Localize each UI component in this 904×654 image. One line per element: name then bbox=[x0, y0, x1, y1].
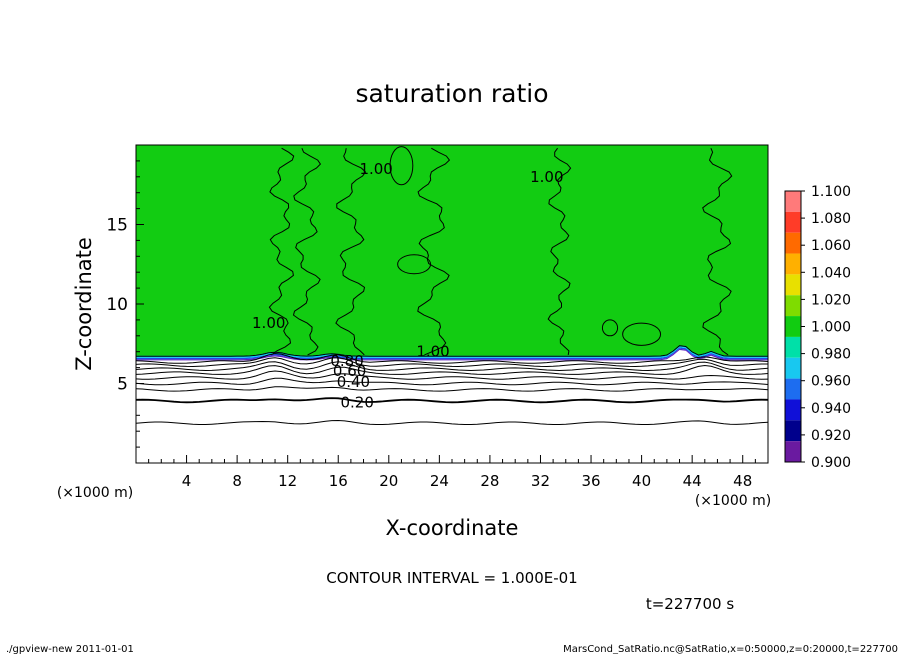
x-tick-label: 28 bbox=[480, 472, 499, 490]
colorbar-label: 1.020 bbox=[811, 292, 851, 308]
y-axis-ticks: 5 10 15 bbox=[106, 160, 144, 448]
colorbar-swatch bbox=[785, 420, 801, 442]
contour-line bbox=[135, 364, 769, 375]
contour-line bbox=[136, 345, 768, 357]
contour-line bbox=[135, 397, 769, 404]
contour-line bbox=[268, 147, 295, 356]
contour-line bbox=[622, 322, 662, 346]
x-tick-label: 20 bbox=[379, 472, 398, 490]
colorbar-label: 1.060 bbox=[811, 238, 851, 254]
y-tick-label: 5 bbox=[117, 375, 128, 395]
colorbar-swatch bbox=[785, 378, 801, 400]
colorbar-label: 0.940 bbox=[811, 401, 851, 417]
contour-label: 1.00 bbox=[359, 160, 392, 178]
contour-line bbox=[389, 146, 414, 186]
x-axis-unit-left: (×1000 m) bbox=[57, 485, 133, 501]
x-axis-ticks: 4 8 12 16 20 24 28 32 36 40 44 48 bbox=[148, 455, 756, 490]
time-text: t=227700 s bbox=[646, 595, 734, 613]
colorbar-swatch bbox=[785, 191, 801, 212]
colorbar: 1.100 1.080 1.060 1.040 1.020 1.000 0.980 0.960… bbox=[784, 184, 851, 471]
contour-line bbox=[417, 147, 451, 356]
contour-line bbox=[135, 370, 769, 380]
y-axis-label: Z-coordinate bbox=[72, 237, 96, 371]
contour-line bbox=[135, 357, 768, 368]
saturated-field bbox=[136, 145, 768, 357]
contour-line bbox=[702, 148, 733, 356]
colorbar-swatch bbox=[785, 316, 801, 337]
undersaturated-band-purple bbox=[136, 348, 768, 361]
contour-line bbox=[601, 319, 619, 337]
contour-line bbox=[397, 254, 432, 275]
contour-line bbox=[135, 419, 769, 425]
contour-label: 0.40 bbox=[337, 373, 370, 391]
contour-label: 0.60 bbox=[333, 362, 366, 380]
contour-line bbox=[335, 148, 367, 356]
colorbar-swatch bbox=[785, 211, 801, 233]
contour-label: 1.00 bbox=[416, 343, 449, 361]
x-tick-label: 48 bbox=[733, 472, 752, 490]
chart-title: saturation ratio bbox=[355, 79, 548, 108]
colorbar-label: 0.960 bbox=[811, 374, 851, 390]
x-axis-label: X-coordinate bbox=[386, 516, 519, 540]
contour-label: 0.80 bbox=[330, 352, 363, 370]
contour-line bbox=[135, 386, 769, 392]
colorbar-label: 0.900 bbox=[811, 455, 851, 471]
plot-area: 0.20 0.400.600.80 1.00 1.00 1.00 1.00 bbox=[135, 144, 769, 464]
footer-right: MarsCond_SatRatio.nc@SatRatio,x=0:50000,… bbox=[563, 644, 898, 654]
colorbar-swatch bbox=[785, 441, 801, 462]
contour-line bbox=[135, 361, 769, 372]
colorbar-label: 0.920 bbox=[811, 428, 851, 444]
colorbar-swatch bbox=[785, 357, 801, 379]
colorbar-label: 1.040 bbox=[811, 265, 851, 281]
contour-line bbox=[135, 377, 769, 386]
colorbar-label: 1.100 bbox=[811, 184, 851, 200]
contour-label: 1.00 bbox=[252, 314, 285, 332]
y-tick-label: 15 bbox=[106, 216, 128, 236]
colorbar-swatch bbox=[785, 399, 801, 421]
contour-lines bbox=[135, 146, 769, 425]
contour-line bbox=[292, 148, 322, 356]
x-tick-label: 44 bbox=[683, 472, 702, 490]
x-tick-label: 40 bbox=[632, 472, 651, 490]
x-tick-label: 8 bbox=[232, 472, 242, 490]
x-tick-label: 12 bbox=[278, 472, 297, 490]
x-axis-unit-right: (×1000 m) bbox=[695, 493, 771, 509]
colorbar-swatch bbox=[785, 253, 801, 275]
x-tick-label: 36 bbox=[581, 472, 600, 490]
contour-label: 0.20 bbox=[340, 394, 373, 412]
colorbar-swatch bbox=[785, 295, 801, 317]
x-tick-label: 32 bbox=[531, 472, 550, 490]
contour-line bbox=[547, 147, 572, 355]
colorbar-label: 1.000 bbox=[811, 320, 851, 336]
contour-interval-text: CONTOUR INTERVAL = 1.000E-01 bbox=[326, 569, 577, 587]
contour-line bbox=[135, 352, 769, 364]
colorbar-swatch bbox=[785, 274, 801, 296]
x-tick-label: 24 bbox=[430, 472, 449, 490]
x-tick-label: 16 bbox=[329, 472, 348, 490]
colorbar-swatch bbox=[785, 232, 801, 254]
colorbar-label: 0.980 bbox=[811, 347, 851, 363]
y-tick-label: 10 bbox=[106, 295, 128, 315]
colorbar-label: 1.080 bbox=[811, 211, 851, 227]
colorbar-swatch bbox=[785, 336, 801, 358]
contour-label: 1.00 bbox=[530, 168, 563, 186]
undersaturated-band-blue bbox=[136, 347, 768, 360]
x-tick-label: 4 bbox=[182, 472, 192, 490]
contour-labels: 0.20 0.400.600.80 1.00 1.00 1.00 1.00 bbox=[252, 160, 563, 412]
footer-left: ./gpview-new 2011-01-01 bbox=[6, 644, 134, 654]
